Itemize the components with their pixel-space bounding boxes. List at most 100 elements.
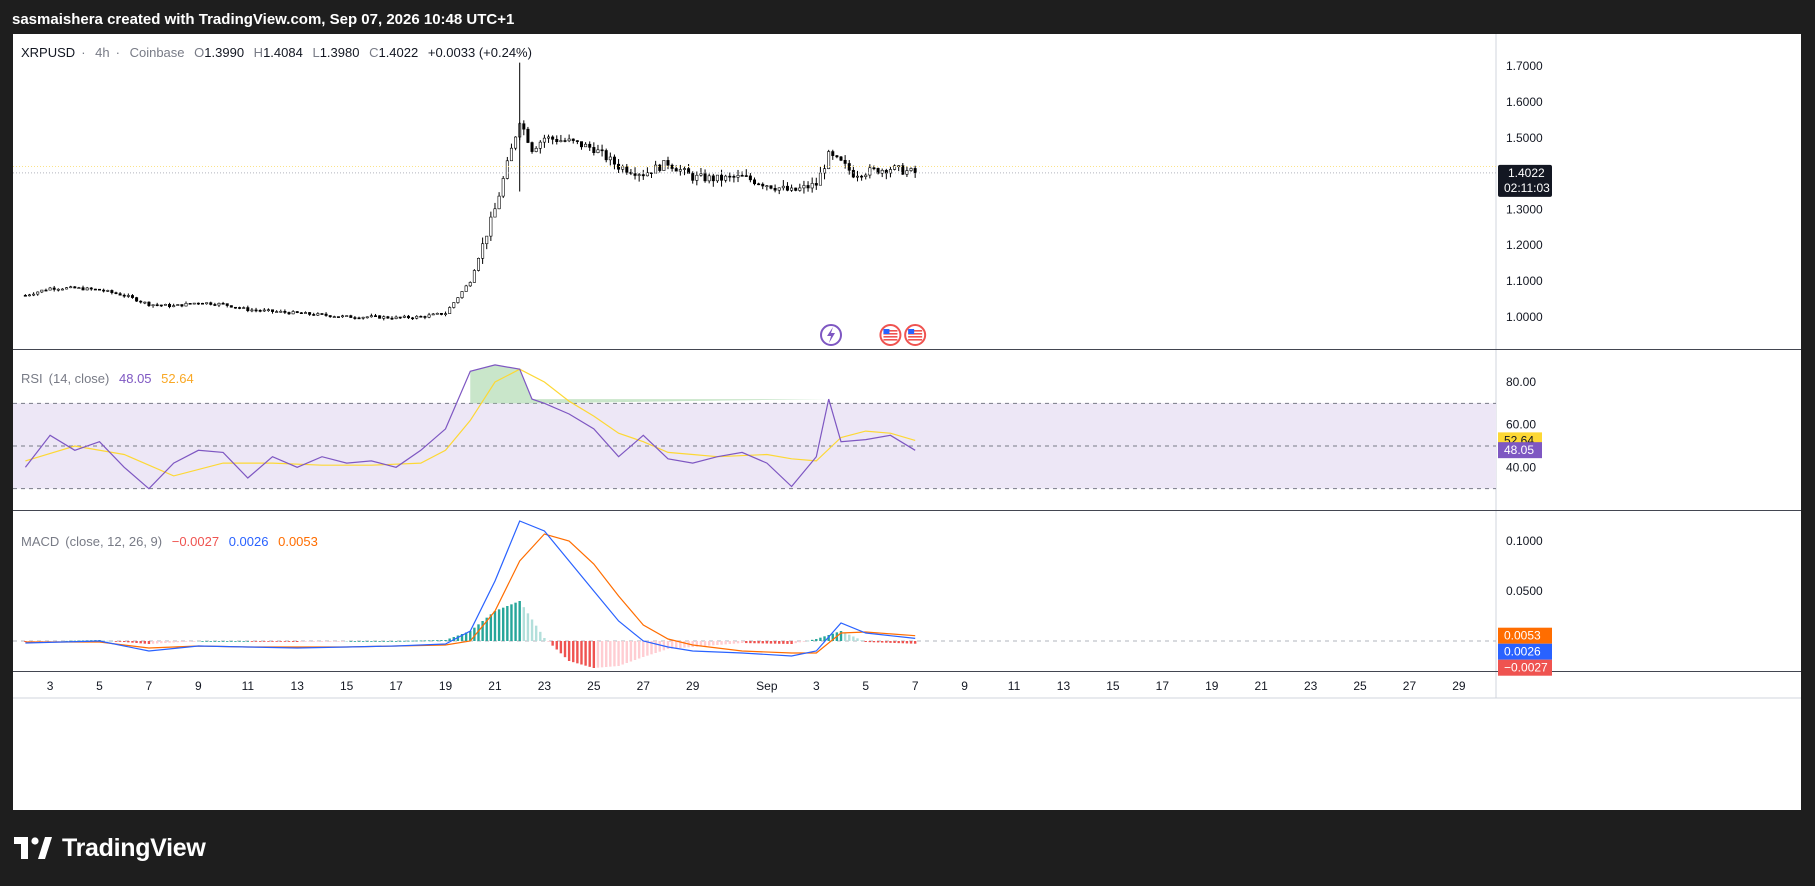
macd-histogram-bar (518, 601, 521, 641)
macd-histogram-bar (403, 640, 406, 642)
candle-body (530, 142, 534, 152)
candle-body (538, 141, 542, 149)
us-flag-event-icon (879, 324, 902, 346)
macd-histogram-bar (765, 641, 769, 644)
macd-histogram-bar (810, 639, 814, 641)
macd-histogram-bar (473, 627, 476, 641)
candle-body (547, 136, 551, 139)
macd-histogram-bar (324, 641, 328, 642)
time-tick-label: 21 (1255, 679, 1269, 693)
candle-body (159, 304, 163, 307)
candle-body (221, 302, 225, 305)
macd-histogram-bar (139, 641, 142, 644)
candle-body (472, 270, 476, 283)
macd-histogram-bar (543, 638, 546, 641)
candle-body (876, 168, 880, 174)
candle-body (435, 312, 439, 315)
macd-histogram-bar (860, 640, 863, 641)
candle-body (678, 169, 682, 172)
candle-body (682, 168, 686, 170)
macd-value-tag (1498, 643, 1552, 660)
exchange-label: Coinbase (129, 45, 185, 60)
time-tick-label: 27 (1403, 679, 1417, 693)
flag-stripe (908, 336, 923, 338)
chart-frame[interactable]: 1.70001.60001.50001.40001.30001.20001.10… (13, 34, 1801, 810)
candle-body (658, 164, 662, 171)
macd-histogram-bar (213, 641, 217, 642)
chart-canvas[interactable]: 1.70001.60001.50001.40001.30001.20001.10… (13, 34, 1801, 810)
candle-body (402, 315, 406, 318)
macd-histogram-bar (469, 631, 472, 641)
rsi-value: 48.05 (119, 371, 152, 386)
rsi-overbought-fill (470, 364, 829, 404)
close-value: C1.4022 (369, 45, 419, 60)
macd-histogram-bar (670, 641, 674, 649)
brand-name: TradingView (62, 833, 206, 862)
candle-body (584, 143, 588, 148)
rsi-tick-label: 80.00 (1506, 375, 1536, 389)
candle-body (699, 173, 703, 176)
candle-body (130, 295, 134, 298)
macd-histogram-bar (291, 641, 295, 642)
candle-body (361, 316, 365, 319)
macd-histogram-bar (522, 607, 526, 641)
rsi-tick-label: 60.00 (1506, 418, 1536, 432)
candle-body (489, 216, 493, 237)
candle-body (44, 289, 48, 292)
candle-body (629, 172, 633, 174)
us-flag-event-icon (904, 324, 927, 346)
lightning-glyph (827, 327, 836, 343)
macd-histogram-bar (831, 633, 834, 641)
candle-body (328, 315, 332, 318)
rsi-tag (1498, 442, 1542, 459)
macd-histogram-bar (798, 641, 802, 643)
macd-line (25, 520, 916, 657)
candle-body (295, 311, 299, 313)
macd-histogram-bar (151, 641, 155, 644)
time-tick-label: 9 (195, 679, 202, 693)
candle-body (118, 293, 122, 296)
candle-body (378, 315, 382, 319)
macd-histogram-bar (304, 641, 307, 642)
macd-signal-value: 0.0053 (278, 534, 318, 549)
macd-histogram-bar (555, 641, 558, 650)
candle-body (345, 315, 349, 317)
macd-histogram-bar (386, 641, 390, 642)
candle-body (452, 302, 456, 308)
macd-histogram-bar (250, 641, 254, 642)
candle-body (851, 169, 855, 178)
macd-histogram-bar (390, 641, 394, 642)
candle-body (69, 286, 73, 289)
candle-body (567, 138, 571, 142)
macd-histogram-bar (534, 625, 538, 641)
macd-histogram-bar (683, 641, 686, 648)
rsi-tag-value: 48.05 (1504, 443, 1534, 457)
macd-histogram-bar (320, 641, 324, 642)
time-tick-label: 11 (1008, 679, 1021, 693)
time-tick-label: 19 (439, 679, 453, 693)
candle-body (872, 167, 876, 170)
macd-histogram-bar (679, 641, 682, 648)
time-tick-label: 25 (1353, 679, 1367, 693)
candle-body (444, 313, 448, 315)
macd-histogram-bar (909, 641, 913, 644)
macd-histogram-bar (736, 641, 740, 644)
macd-histogram-bar (707, 641, 711, 646)
macd-histogram-bar (341, 641, 344, 642)
candle-body (369, 315, 373, 318)
candle-body (785, 185, 789, 191)
macd-histogram-bar (872, 641, 876, 643)
candle-body (324, 313, 328, 316)
macd-histogram-bar (584, 641, 587, 666)
macd-title: MACD (21, 534, 60, 549)
time-tick-label: 17 (1156, 679, 1170, 693)
macd-histogram-bar (201, 641, 204, 642)
candle-body (703, 173, 707, 182)
flag-canton (908, 329, 915, 334)
macd-histogram-bar (794, 641, 797, 644)
macd-histogram-bar (666, 641, 670, 649)
macd-histogram-bar (547, 641, 550, 642)
candle-body (163, 304, 167, 306)
candle-body (386, 316, 390, 319)
macd-histogram-bar (600, 641, 604, 668)
